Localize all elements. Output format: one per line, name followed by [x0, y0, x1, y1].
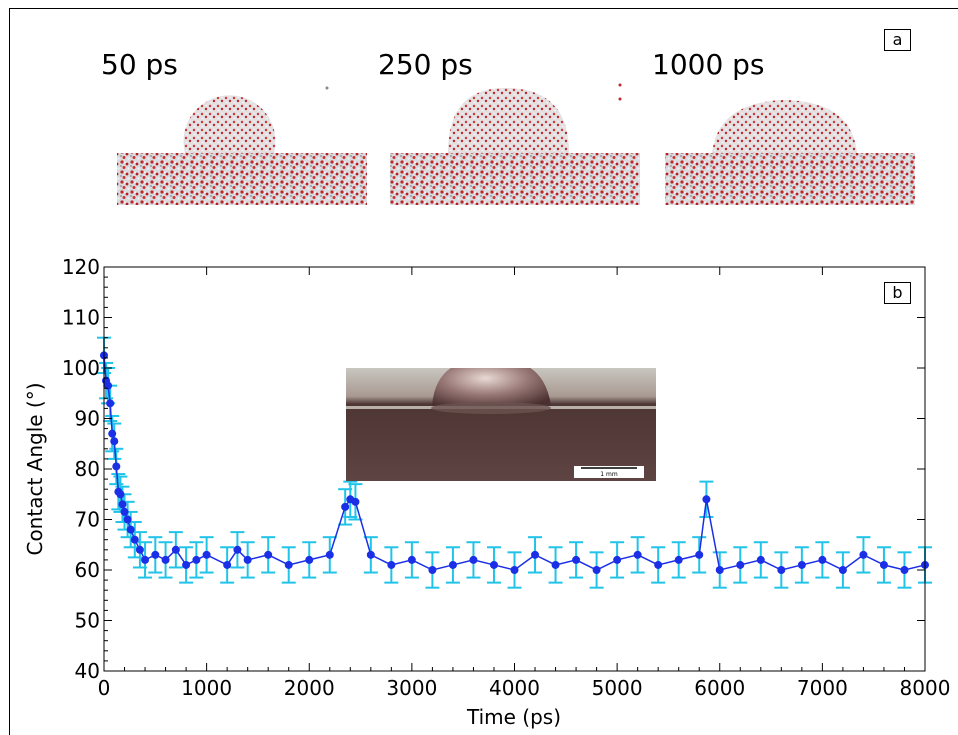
- data-point: [243, 555, 252, 564]
- data-markers: [100, 351, 929, 574]
- data-point: [341, 502, 350, 511]
- data-point: [202, 550, 211, 559]
- data-point: [838, 566, 847, 574]
- data-point: [715, 566, 724, 574]
- data-point: [654, 560, 663, 569]
- data-point: [633, 550, 642, 559]
- data-point: [161, 555, 170, 564]
- y-tick-label: 120: [62, 255, 100, 279]
- data-point: [182, 560, 191, 569]
- data-point: [106, 399, 115, 408]
- y-tick-label: 90: [75, 407, 100, 431]
- data-point: [116, 490, 125, 499]
- data-point: [223, 560, 232, 569]
- data-point: [305, 555, 314, 564]
- y-tick-label: 40: [75, 659, 100, 683]
- data-point: [130, 535, 139, 544]
- data-point: [264, 550, 273, 559]
- panel-b-label: b: [884, 282, 911, 304]
- axes: 0 1000 2000 3000 4000 5000 6000 7000 8000 40 50 60 7…: [62, 255, 951, 700]
- data-point: [110, 437, 119, 446]
- data-point: [879, 560, 888, 569]
- data-point: [118, 500, 127, 509]
- data-point: [572, 555, 581, 564]
- inset-scale-label: 1 mm: [600, 471, 618, 478]
- data-point: [428, 566, 437, 574]
- figure-frame: [9, 8, 958, 735]
- x-tick-label: 8000: [900, 676, 951, 700]
- x-tick-label: 4000: [489, 676, 540, 700]
- data-point: [141, 555, 150, 564]
- data-point: [366, 550, 375, 559]
- data-point: [233, 545, 242, 554]
- data-point: [736, 560, 745, 569]
- x-tick-label: 1000: [181, 676, 232, 700]
- x-tick-label: 7000: [797, 676, 848, 700]
- data-point: [108, 429, 117, 438]
- snapshot-1000ps: [665, 100, 915, 205]
- x-tick-label: 6000: [694, 676, 745, 700]
- y-tick-label: 80: [75, 457, 100, 481]
- snapshot-label-250ps: 250 ps: [378, 48, 473, 81]
- data-point: [135, 545, 144, 554]
- snapshot-label-50ps: 50 ps: [101, 48, 178, 81]
- snapshot-50ps: [117, 86, 367, 205]
- data-point: [192, 555, 201, 564]
- data-point: [387, 560, 396, 569]
- data-point: [112, 462, 121, 471]
- data-point: [351, 497, 360, 506]
- data-point: [592, 566, 601, 574]
- x-tick-label: 2000: [284, 676, 335, 700]
- data-point: [859, 550, 868, 559]
- data-point: [126, 525, 135, 534]
- data-point: [531, 550, 540, 559]
- x-tick-label: 0: [98, 676, 111, 700]
- x-axis-label: Time (ps): [466, 705, 561, 729]
- data-point: [613, 555, 622, 564]
- data-point: [551, 560, 560, 569]
- y-tick-label: 70: [75, 508, 100, 532]
- data-point: [325, 550, 334, 559]
- data-point: [469, 555, 478, 564]
- droplet-photo-inset: 1 mm: [346, 368, 656, 481]
- data-point: [777, 566, 786, 574]
- panel-a-label: a: [884, 29, 911, 51]
- data-point: [695, 550, 704, 559]
- data-point: [489, 560, 498, 569]
- md-snapshots: [117, 83, 915, 205]
- x-tick-label: 5000: [592, 676, 643, 700]
- data-point: [818, 555, 827, 564]
- data-point: [407, 555, 416, 564]
- data-point: [797, 560, 806, 569]
- snapshot-label-1000ps: 1000 ps: [652, 48, 765, 81]
- data-point: [510, 566, 519, 574]
- data-point: [448, 560, 457, 569]
- data-point: [674, 555, 683, 564]
- y-tick-label: 60: [75, 558, 100, 582]
- data-point: [151, 550, 160, 559]
- y-tick-label: 110: [62, 306, 100, 330]
- data-point: [284, 560, 293, 569]
- x-tick-label: 3000: [386, 676, 437, 700]
- data-point: [123, 515, 132, 524]
- data-point: [104, 381, 113, 390]
- y-tick-label: 100: [62, 356, 100, 380]
- data-point: [702, 495, 711, 504]
- data-point: [900, 566, 909, 574]
- y-tick-label: 50: [75, 609, 100, 633]
- y-axis-label: Contact Angle (°): [23, 382, 47, 555]
- data-point: [756, 555, 765, 564]
- data-point: [171, 545, 180, 554]
- data-point: [120, 507, 129, 516]
- snapshot-250ps: [390, 83, 640, 205]
